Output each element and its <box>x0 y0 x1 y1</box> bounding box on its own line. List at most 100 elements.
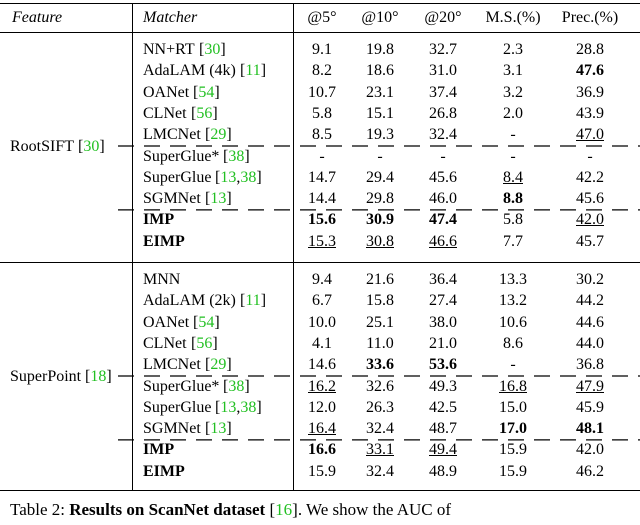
cell: 15.8 <box>366 292 394 310</box>
cell: 16.4 <box>308 420 336 438</box>
cell: 46.0 <box>429 190 457 208</box>
cell: 30.8 <box>366 232 394 250</box>
cell: 33.1 <box>366 441 394 459</box>
column-rule <box>293 3 294 490</box>
cell: 49.3 <box>429 377 457 395</box>
cell: 49.4 <box>429 441 457 459</box>
cell: 7.7 <box>503 232 523 250</box>
matcher: EIMP <box>143 232 185 250</box>
cell: 6.7 <box>312 292 332 310</box>
cell: 45.6 <box>576 190 604 208</box>
cell: 15.1 <box>366 104 394 122</box>
feature: RootSIFT <box>10 137 75 155</box>
feature-cite: [30] <box>78 137 105 155</box>
cell: 8.8 <box>503 190 523 208</box>
cell: 8.2 <box>312 62 332 80</box>
matcher-cite: [30] <box>199 41 226 58</box>
matcher-cite: [54] <box>193 313 220 331</box>
matcher: EIMP <box>143 462 185 480</box>
cell: 30.2 <box>576 271 604 288</box>
header-column: @10° <box>361 9 399 26</box>
cell: 19.3 <box>366 126 394 144</box>
matcher-cite: [13] <box>205 190 232 208</box>
cell: 13.2 <box>499 292 527 310</box>
cell: 14.4 <box>308 190 336 208</box>
cell: 15.6 <box>308 211 336 229</box>
cell: 47.9 <box>576 377 604 395</box>
caption-cite: [16] <box>269 500 298 519</box>
cell: 12.0 <box>308 398 336 416</box>
cell: 42.0 <box>576 441 604 459</box>
group-rule <box>0 262 640 263</box>
cell: 15.9 <box>308 462 336 480</box>
cell: 10.6 <box>499 313 527 331</box>
cell: 8.6 <box>503 334 523 352</box>
matcher: CLNet <box>143 104 187 122</box>
cell: 45.9 <box>576 398 604 416</box>
cell: 9.1 <box>312 41 332 58</box>
caption-title: Results on ScanNet dataset <box>69 500 266 519</box>
header-rule <box>0 32 640 33</box>
cell: 36.4 <box>429 271 457 288</box>
cell: 29.8 <box>366 190 394 208</box>
feature-cite: [18] <box>85 367 112 385</box>
cell: 25.1 <box>366 313 394 331</box>
header-column: @20° <box>424 9 462 26</box>
matcher: NN+RT <box>143 41 195 58</box>
cell: 36.9 <box>576 83 604 101</box>
cell: 38.0 <box>429 313 457 331</box>
header-matcher: Matcher <box>143 9 198 26</box>
cell: 44.2 <box>576 292 604 310</box>
cell: 32.6 <box>366 377 394 395</box>
cell: 32.7 <box>429 41 457 58</box>
bottom-rule <box>0 490 640 491</box>
cell: - <box>319 147 325 165</box>
cell: 30.9 <box>366 211 394 229</box>
matcher-cite: [13] <box>205 420 232 438</box>
cell: 53.6 <box>429 356 457 374</box>
cell: 32.4 <box>366 462 394 480</box>
cell: 16.8 <box>499 377 527 395</box>
matcher-cite: [56] <box>191 334 218 352</box>
cell: - <box>510 147 516 165</box>
cell: 2.0 <box>503 104 523 122</box>
cell: 28.8 <box>576 41 604 58</box>
cell: 3.1 <box>503 62 523 80</box>
cell: 23.1 <box>366 83 394 101</box>
feature: SuperPoint <box>10 367 82 385</box>
matcher: IMP <box>143 441 175 459</box>
cell: 5.8 <box>312 104 332 122</box>
cell: 14.7 <box>308 168 336 186</box>
cell: 45.7 <box>576 232 604 250</box>
cell: 37.4 <box>429 83 457 101</box>
matcher: AdaLAM (4k) <box>143 62 236 80</box>
column-rule <box>132 3 133 490</box>
matcher-cite: [11] <box>240 62 267 80</box>
cell: 5.8 <box>503 211 523 229</box>
cell: 21.0 <box>429 334 457 352</box>
cell: 8.4 <box>503 168 523 186</box>
matcher: LMCNet <box>143 126 201 144</box>
cell: 16.6 <box>308 441 336 459</box>
cell: 43.9 <box>576 104 604 122</box>
cell: 15.9 <box>499 441 527 459</box>
matcher: SuperGlue <box>143 168 212 186</box>
cell: 3.2 <box>503 83 523 101</box>
matcher: AdaLAM (2k) <box>143 292 236 310</box>
cell: 47.6 <box>576 62 604 80</box>
cell: 8.5 <box>312 126 332 144</box>
cell: 48.1 <box>576 420 604 438</box>
matcher: MNN <box>143 271 181 288</box>
cell: 45.6 <box>429 168 457 186</box>
cell: 14.6 <box>308 356 336 374</box>
cell: 48.7 <box>429 420 457 438</box>
cell: 48.9 <box>429 462 457 480</box>
matcher: SuperGlue* <box>143 147 220 165</box>
cell: 17.0 <box>499 420 527 438</box>
cell: 47.4 <box>429 211 457 229</box>
cell: 15.0 <box>499 398 527 416</box>
cell: 16.2 <box>308 377 336 395</box>
top-rule <box>0 3 640 4</box>
